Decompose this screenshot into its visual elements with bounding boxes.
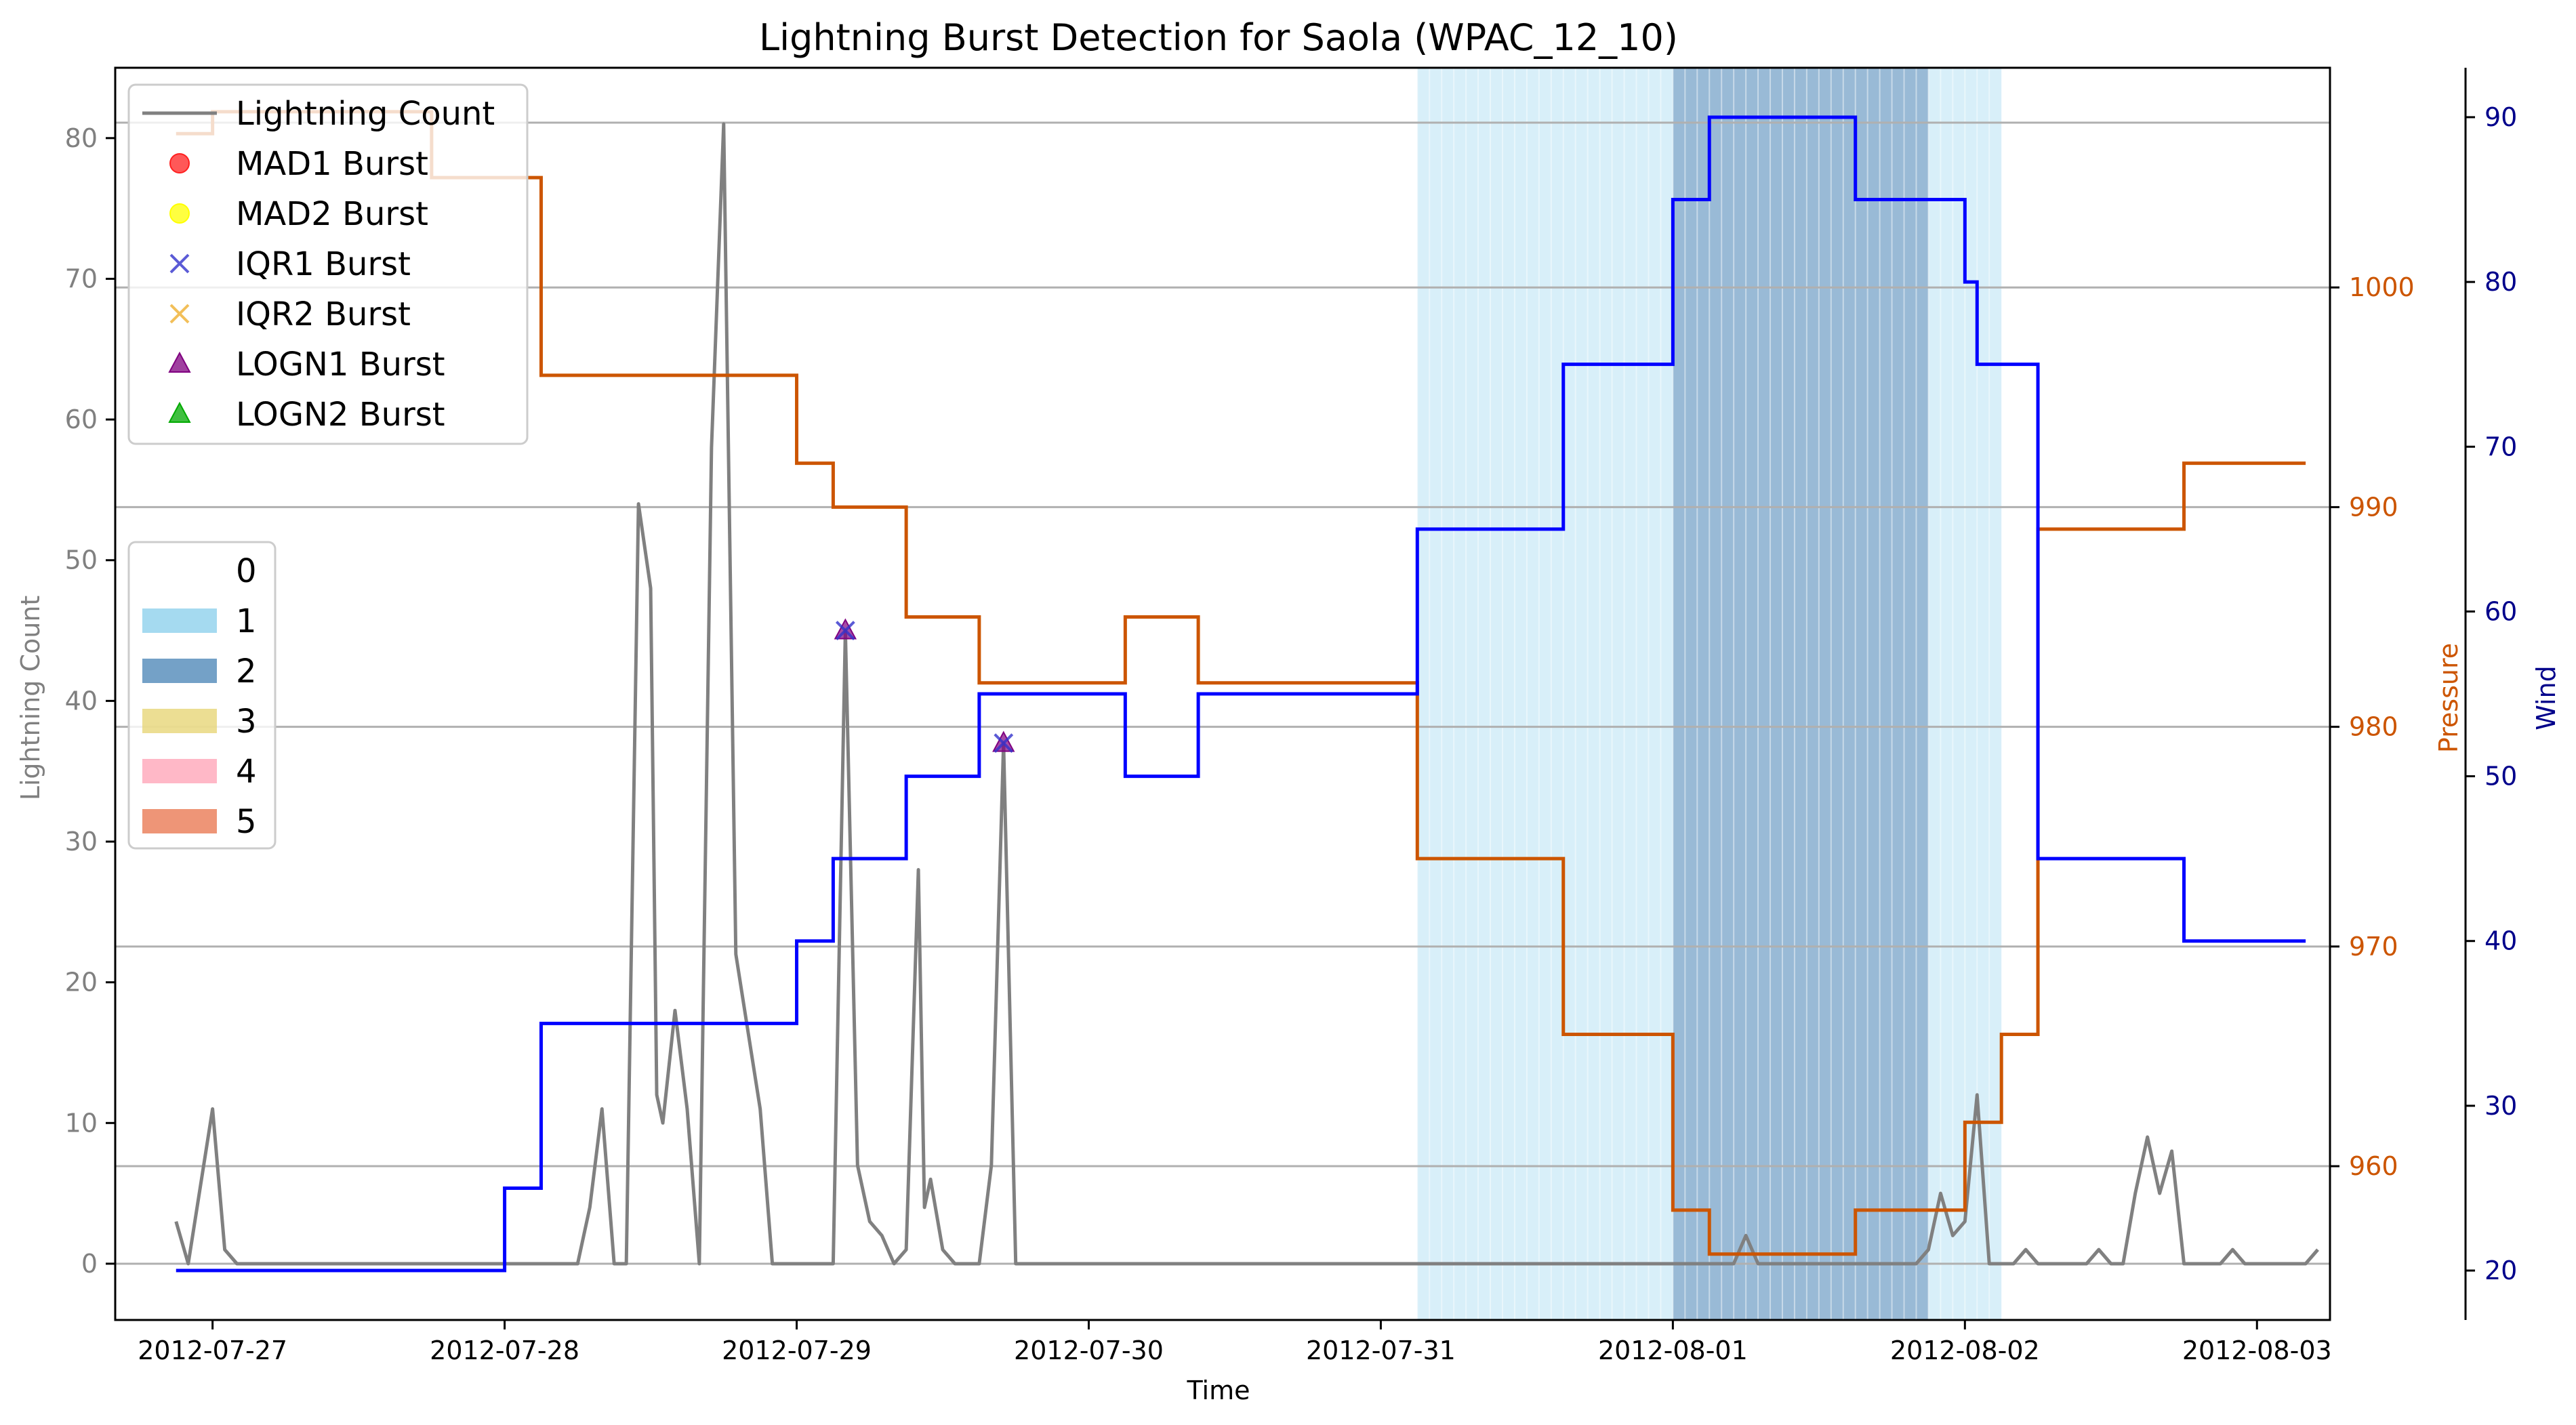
left-tick-label: 80: [65, 123, 98, 153]
x-tick-label: 2012-07-28: [430, 1336, 579, 1365]
legend-label: LOGN2 Burst: [236, 396, 445, 434]
category-band: [1417, 68, 1673, 1320]
legend-x-swatch: [169, 253, 190, 274]
wind-tick-label: 70: [2485, 432, 2517, 461]
wind-tick-label: 20: [2485, 1256, 2517, 1285]
legend-category-label: 1: [236, 602, 257, 640]
category-bands: [1416, 68, 2002, 1320]
legend-category-label: 5: [236, 803, 257, 841]
x-tick-label: 2012-07-31: [1306, 1336, 1456, 1365]
pressure-tick-label: 970: [2349, 932, 2398, 962]
x-tick-label: 2012-07-29: [722, 1336, 872, 1365]
left-tick-label: 40: [65, 686, 98, 716]
burst-markers: [834, 618, 1015, 753]
wind-tick-label: 40: [2485, 926, 2517, 956]
left-tick-label: 20: [65, 968, 98, 997]
axes: [114, 66, 2467, 1321]
legend-triangle-swatch: [168, 401, 191, 423]
x-tick-label: 2012-07-30: [1014, 1336, 1164, 1365]
tick-labels: 0102030405060708096097098099010002030405…: [65, 102, 2518, 1365]
legend-triangle-swatch: [168, 351, 191, 373]
legend-category-swatch: [142, 809, 217, 833]
pressure-tick-label: 990: [2349, 492, 2398, 522]
left-axis-label: Lightning Count: [16, 596, 45, 801]
legend-label: LOGN1 Burst: [236, 346, 445, 384]
lightning-count-line: [174, 122, 2319, 1266]
legend-category-swatch: [142, 659, 217, 683]
category-legend: 0 1 2 3 4 5: [127, 541, 277, 850]
legend-circle-swatch: [169, 153, 190, 173]
wind-line: [176, 115, 2306, 1273]
category-band: [1673, 68, 1929, 1320]
legend-category-label: 3: [236, 703, 257, 741]
pressure-tick-label: 960: [2349, 1151, 2398, 1181]
x-axis-label: Time: [1187, 1376, 1250, 1405]
legend-category-swatch: [142, 709, 217, 733]
left-tick-label: 30: [65, 827, 98, 856]
x-tick-label: 2012-07-27: [138, 1336, 287, 1365]
x-tick-label: 2012-08-01: [1598, 1336, 1748, 1365]
chart-title: Lightning Burst Detection for Saola (WPA…: [759, 16, 1678, 59]
wind-axis-label: Wind: [2531, 665, 2561, 730]
wind-tick-label: 90: [2485, 102, 2517, 132]
plot-frame: [114, 66, 2331, 1321]
wind-tick-label: 30: [2485, 1091, 2517, 1121]
series-legend: Lightning Count MAD1 Burst MAD2 Burst IQR1 …: [127, 83, 529, 445]
left-tick-label: 50: [65, 545, 98, 575]
legend-label: IQR2 Burst: [236, 295, 411, 333]
legend-x-swatch: [169, 304, 190, 324]
iqr1-burst-marker: [835, 621, 855, 640]
legend-category-label: 4: [236, 753, 257, 791]
legend-category-label: 2: [236, 653, 257, 690]
wind-tick-label: 60: [2485, 596, 2517, 626]
pressure-line: [176, 110, 2306, 1256]
legend-label: Lightning Count: [236, 95, 495, 133]
series-lines: [174, 110, 2319, 1273]
x-tick-label: 2012-08-02: [1890, 1336, 2040, 1365]
legend-circle-swatch: [169, 203, 190, 224]
left-tick-label: 10: [65, 1108, 98, 1138]
pressure-axis-label: Pressure: [2434, 643, 2463, 753]
pressure-tick-label: 1000: [2349, 272, 2415, 302]
iqr1-burst-marker: [994, 733, 1014, 753]
legend-label: MAD1 Burst: [236, 145, 428, 183]
legend-category-label: 0: [236, 552, 257, 590]
pressure-tick-label: 980: [2349, 712, 2398, 742]
wind-tick-label: 80: [2485, 267, 2517, 297]
x-tick-label: 2012-08-03: [2182, 1336, 2332, 1365]
legend-label: IQR1 Burst: [236, 245, 411, 283]
legend-category-swatch: [142, 608, 217, 633]
left-tick-label: 70: [65, 264, 98, 293]
left-tick-label: 0: [81, 1249, 98, 1279]
legend-category-swatch: [142, 759, 217, 783]
left-tick-label: 60: [65, 405, 98, 434]
series-legend-box: [127, 83, 529, 445]
wind-tick-label: 50: [2485, 762, 2517, 791]
legend-label: MAD2 Burst: [236, 195, 428, 233]
